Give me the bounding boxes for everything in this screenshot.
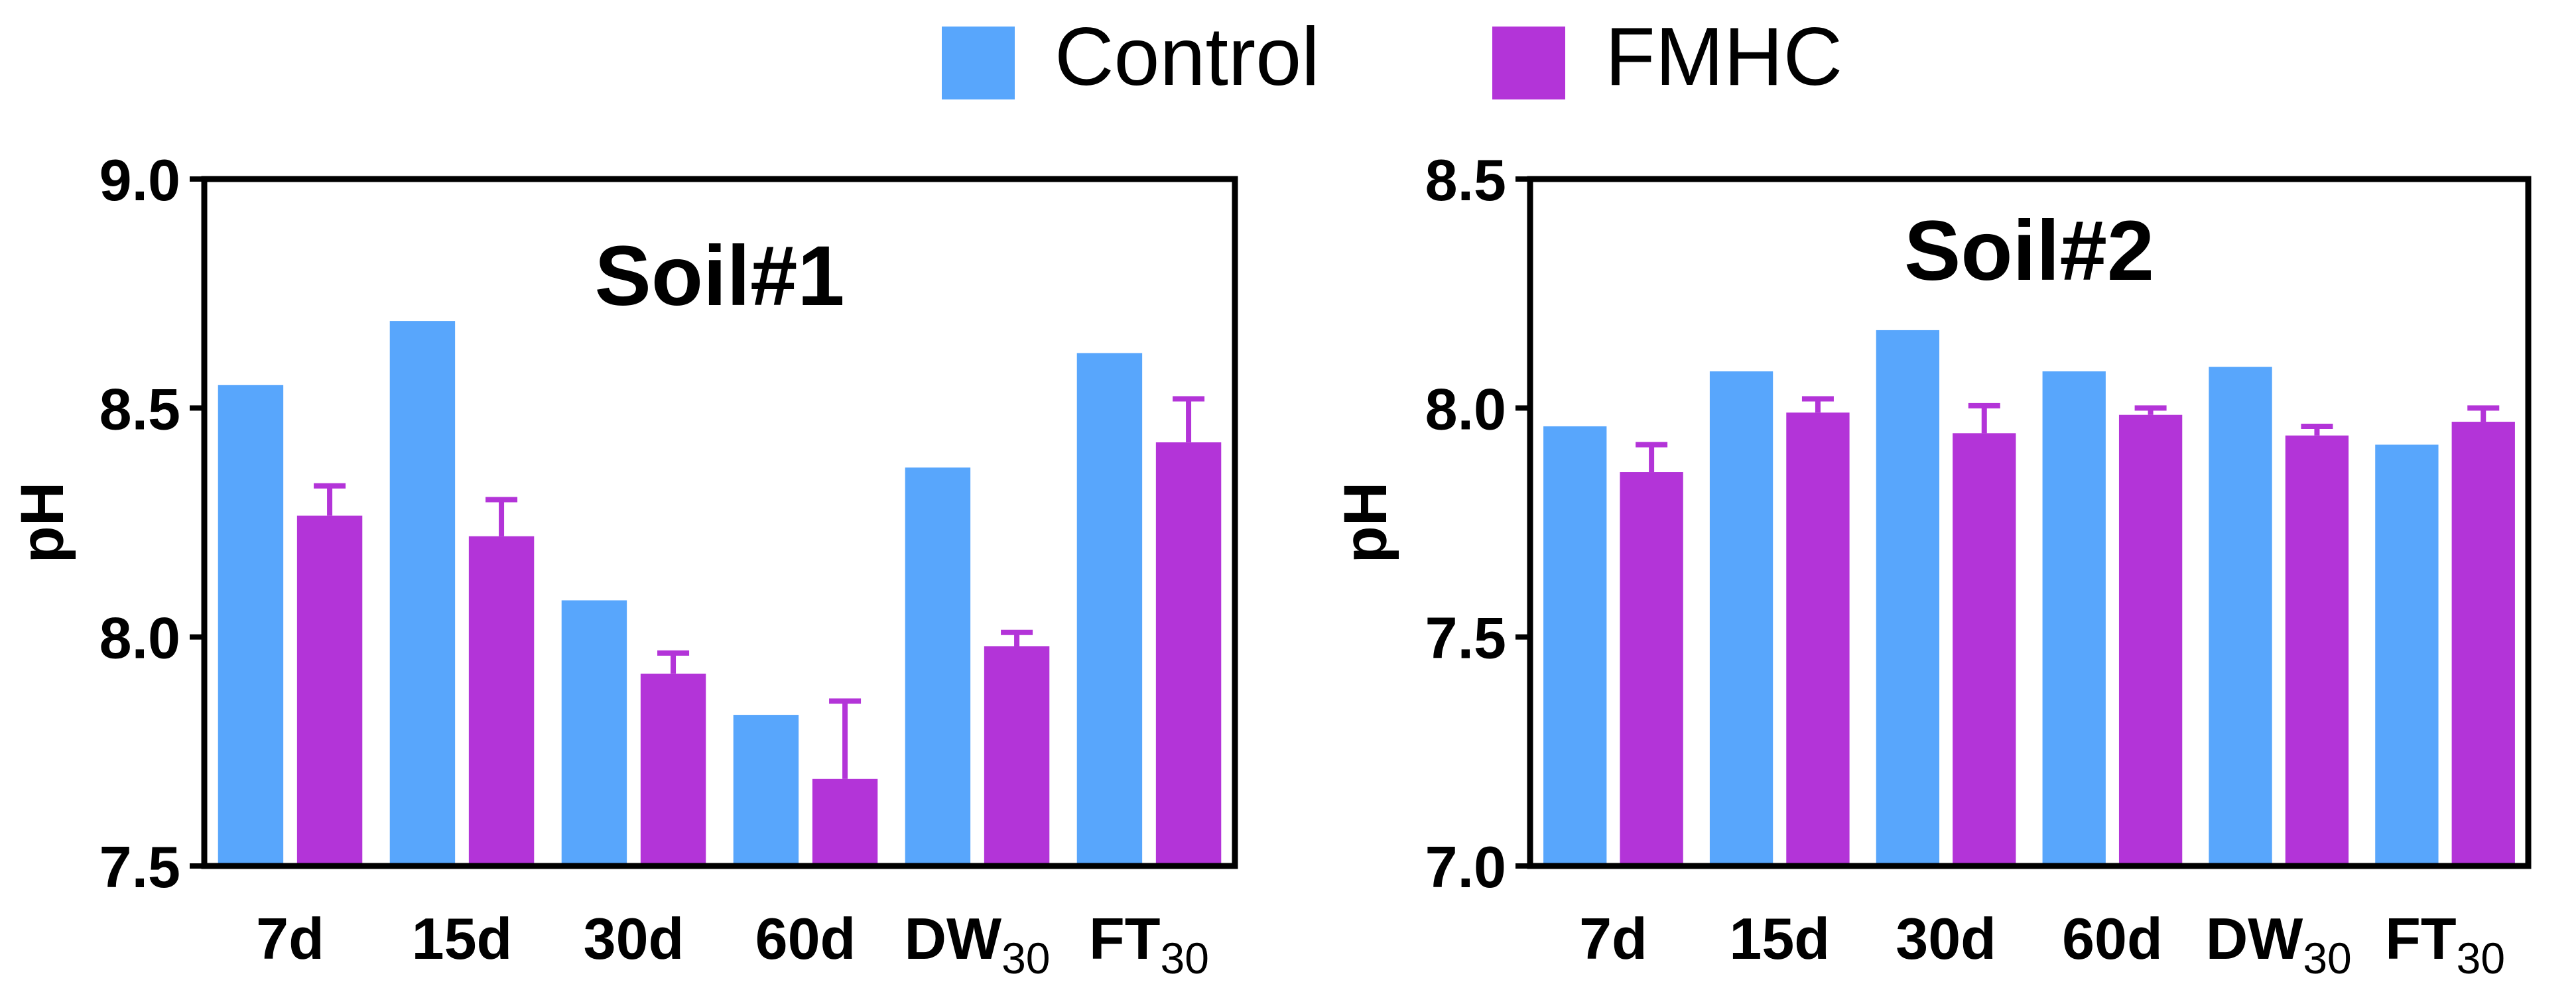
y-tick-label: 8.5 [1425,147,1506,213]
plot-frame [1527,176,2532,869]
plot-frame [201,176,1238,869]
x-tick-main: 15d [1729,906,1830,971]
y-tick-label: 8.0 [99,605,180,671]
bar-fmhc-0 [1620,472,1683,866]
y-axis-label: pH [1332,482,1399,564]
x-tick-main: 15d [412,906,513,971]
bar-control-5 [1076,353,1143,866]
x-tick-label: 30d [584,906,684,971]
x-tick-main: FT [1089,906,1161,971]
chart-title: Soil#1 [594,229,844,324]
x-tick-main: 60d [2062,906,2163,971]
legend-swatch-fmhc [1492,27,1565,99]
x-tick-main: DW [2206,906,2303,971]
x-tick-label: 15d [412,906,513,971]
chart-title: Soil#2 [1904,204,2154,298]
x-tick-label: 7d [256,906,324,971]
bar-control-4 [905,467,971,866]
x-tick-label: 15d [1729,906,1830,971]
y-tick-label: 7.5 [99,834,180,900]
bar-control-5 [2375,444,2439,866]
bar-control-4 [2209,367,2272,866]
bar-fmhc-1 [468,536,535,866]
x-tick-main: 60d [755,906,856,971]
x-tick-label: DW30 [2206,906,2352,983]
legend-swatch-control [942,27,1015,99]
bar-fmhc-1 [1786,412,1850,866]
legend-label-control: Control [1055,11,1320,103]
y-tick-label: 8.5 [99,376,180,442]
bar-fmhc-2 [1953,433,2016,866]
x-tick-main: DW [904,906,1001,971]
x-tick-main: 30d [1896,906,1996,971]
x-tick-label: 30d [1896,906,1996,971]
x-tick-main: 30d [584,906,684,971]
bar-control-1 [389,321,456,866]
x-tick-main: FT [2385,906,2457,971]
y-tick-label: 8.0 [1425,376,1506,442]
x-tick-main: 7d [256,906,324,971]
bar-control-2 [1876,330,1940,866]
y-tick-label: 7.0 [1425,834,1506,900]
x-tick-subscript: 30 [1161,934,1209,983]
x-tick-label: DW30 [904,906,1050,983]
bar-control-0 [1543,426,1607,866]
x-tick-subscript: 30 [2457,934,2505,983]
bar-fmhc-0 [296,515,363,866]
y-tick-label: 7.5 [1425,605,1506,671]
x-tick-label: FT30 [2385,906,2505,983]
bar-control-3 [2042,371,2106,866]
x-tick-label: 60d [755,906,856,971]
bar-fmhc-4 [984,646,1050,866]
bar-control-3 [733,715,799,866]
bar-control-0 [218,385,284,866]
bar-fmhc-2 [640,673,706,866]
legend: Control FMHC [942,11,1842,103]
y-tick-label: 9.0 [99,147,180,213]
bar-fmhc-3 [812,778,878,866]
legend-label-fmhc: FMHC [1605,11,1842,103]
y-axis-label: pH [9,482,76,564]
bar-control-2 [561,600,627,866]
bar-fmhc-4 [2285,435,2349,866]
bar-fmhc-5 [2451,422,2515,866]
bar-control-1 [1709,371,1773,866]
x-tick-label: 60d [2062,906,2163,971]
x-tick-main: 7d [1579,906,1647,971]
bar-fmhc-5 [1155,442,1222,866]
x-tick-subscript: 30 [1001,934,1050,983]
x-tick-label: 7d [1579,906,1647,971]
bar-fmhc-3 [2118,414,2183,866]
x-tick-label: FT30 [1089,906,1209,983]
x-tick-subscript: 30 [2303,934,2351,983]
